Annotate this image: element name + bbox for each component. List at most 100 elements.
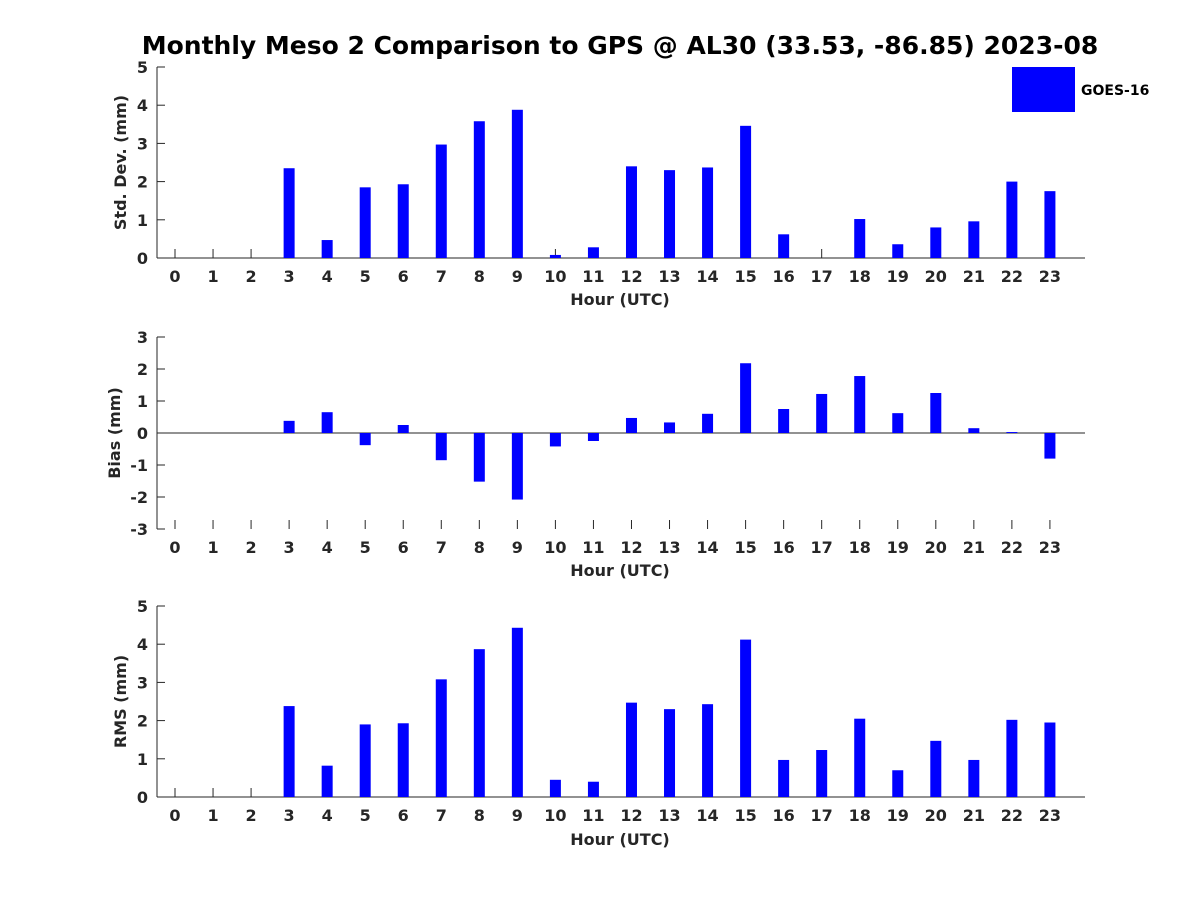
x-tick-label: 16 — [773, 267, 795, 286]
bar-hour-13 — [664, 170, 676, 258]
bar-hour-22 — [1006, 719, 1018, 797]
bar-hour-17 — [816, 750, 828, 797]
bar-hour-23 — [1044, 433, 1056, 459]
bar-hour-23 — [1044, 722, 1056, 797]
x-tick-label: 3 — [284, 538, 295, 557]
bar-hour-18 — [854, 718, 866, 797]
x-tick-label: 6 — [398, 806, 409, 825]
x-tick-label: 1 — [207, 538, 218, 557]
x-tick-label: 19 — [887, 806, 909, 825]
x-tick-label: 0 — [169, 267, 180, 286]
bar-hour-9 — [511, 109, 523, 258]
chart-title: Monthly Meso 2 Comparison to GPS @ AL30 … — [142, 31, 1099, 60]
x-tick-label: 18 — [849, 806, 871, 825]
legend-label: GOES-16 — [1081, 83, 1149, 99]
x-tick-label: 3 — [284, 806, 295, 825]
bar-hour-9 — [511, 627, 523, 797]
x-tick-label: 8 — [474, 538, 485, 557]
y-tick-label: -2 — [130, 488, 148, 507]
y-tick-label: 0 — [137, 424, 148, 443]
x-tick-label: 10 — [544, 267, 566, 286]
y-tick-label: 3 — [137, 673, 148, 692]
x-tick-label: 21 — [963, 806, 985, 825]
x-tick-label: 3 — [284, 267, 295, 286]
y-tick-label: -1 — [130, 456, 148, 475]
x-tick-label: 9 — [512, 806, 523, 825]
x-tick-label: 5 — [360, 538, 371, 557]
y-tick-label: 3 — [137, 134, 148, 153]
bar-hour-11 — [587, 781, 599, 797]
x-axis-label: Hour (UTC) — [570, 830, 670, 849]
x-tick-label: 15 — [734, 267, 756, 286]
x-tick-label: 10 — [544, 538, 566, 557]
bar-hour-10 — [549, 254, 561, 258]
bar-hour-20 — [930, 227, 942, 258]
x-tick-label: 7 — [436, 806, 447, 825]
x-tick-label: 23 — [1039, 806, 1061, 825]
bar-hour-22 — [1006, 432, 1018, 433]
bar-hour-5 — [359, 433, 371, 446]
x-tick-label: 17 — [811, 267, 833, 286]
bar-hour-16 — [778, 759, 790, 797]
bar-hour-15 — [740, 639, 752, 797]
x-tick-label: 20 — [925, 267, 947, 286]
bar-hour-18 — [854, 219, 866, 258]
x-tick-label: 11 — [582, 806, 604, 825]
x-tick-label: 5 — [360, 806, 371, 825]
x-tick-label: 20 — [925, 538, 947, 557]
bar-hour-3 — [283, 706, 295, 797]
x-tick-label: 1 — [207, 806, 218, 825]
x-tick-label: 14 — [696, 806, 718, 825]
bar-hour-13 — [664, 422, 676, 433]
y-tick-label: 2 — [137, 712, 148, 731]
x-tick-label: 22 — [1001, 267, 1023, 286]
bar-hour-4 — [321, 765, 333, 797]
bar-hour-8 — [473, 649, 485, 797]
bar-hour-9 — [511, 433, 523, 500]
x-tick-label: 16 — [773, 806, 795, 825]
bar-hour-11 — [587, 433, 599, 441]
x-tick-label: 23 — [1039, 538, 1061, 557]
x-tick-label: 11 — [582, 538, 604, 557]
bar-hour-3 — [283, 168, 295, 258]
y-tick-label: 1 — [137, 750, 148, 769]
bar-hour-14 — [702, 413, 714, 433]
bar-hour-13 — [664, 709, 676, 797]
y-axis-label: Std. Dev. (mm) — [111, 95, 130, 230]
bar-hour-16 — [778, 409, 790, 433]
x-tick-label: 15 — [734, 538, 756, 557]
y-tick-label: 4 — [137, 96, 148, 115]
bar-hour-11 — [587, 247, 599, 258]
x-tick-label: 17 — [811, 538, 833, 557]
x-tick-label: 21 — [963, 267, 985, 286]
y-tick-label: 1 — [137, 392, 148, 411]
y-tick-label: 4 — [137, 635, 148, 654]
y-tick-label: 1 — [137, 211, 148, 230]
bar-hour-8 — [473, 433, 485, 482]
bar-hour-4 — [321, 240, 333, 258]
x-tick-label: 19 — [887, 267, 909, 286]
bar-hour-16 — [778, 234, 790, 258]
bar-hour-7 — [435, 144, 447, 258]
x-tick-label: 7 — [436, 538, 447, 557]
bar-hour-19 — [892, 244, 904, 258]
y-tick-label: 5 — [137, 597, 148, 616]
x-tick-label: 18 — [849, 267, 871, 286]
x-tick-label: 9 — [512, 538, 523, 557]
x-tick-label: 20 — [925, 806, 947, 825]
bar-hour-15 — [740, 125, 752, 258]
bar-hour-5 — [359, 187, 371, 258]
x-tick-label: 13 — [658, 806, 680, 825]
x-tick-label: 12 — [620, 538, 642, 557]
y-tick-label: 0 — [137, 249, 148, 268]
y-tick-label: 0 — [137, 788, 148, 807]
bar-hour-7 — [435, 433, 447, 461]
y-tick-label: 2 — [137, 173, 148, 192]
x-tick-label: 6 — [398, 538, 409, 557]
x-tick-label: 0 — [169, 538, 180, 557]
y-axis-label: Bias (mm) — [105, 387, 124, 479]
x-tick-label: 14 — [696, 538, 718, 557]
x-tick-label: 2 — [246, 267, 257, 286]
